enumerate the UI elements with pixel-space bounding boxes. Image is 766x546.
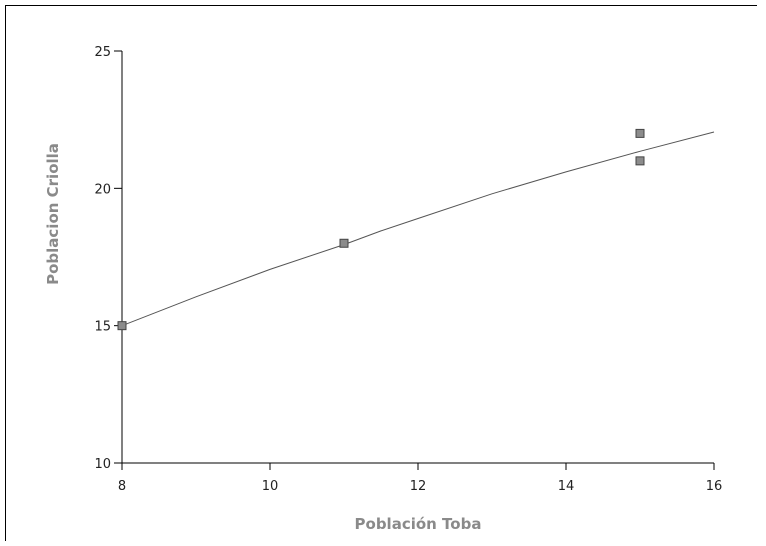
y-tick-label: 15 bbox=[94, 320, 111, 335]
y-tick-label: 10 bbox=[94, 457, 111, 472]
data-point bbox=[635, 128, 645, 138]
chart-frame bbox=[5, 5, 757, 541]
x-axis-title: Población Toba bbox=[355, 515, 482, 533]
y-axis-title: Poblacion Criolla bbox=[44, 143, 62, 285]
x-tick-label: 10 bbox=[262, 479, 279, 494]
data-point bbox=[339, 238, 349, 248]
y-tick-label: 20 bbox=[94, 182, 111, 197]
x-tick-label: 8 bbox=[118, 479, 126, 494]
x-tick-label: 14 bbox=[558, 479, 575, 494]
trend-line-group bbox=[121, 131, 715, 327]
data-point bbox=[117, 321, 127, 331]
x-tick-label: 12 bbox=[410, 479, 427, 494]
data-point bbox=[635, 156, 645, 166]
trend-line bbox=[121, 131, 715, 327]
x-tick-label: 16 bbox=[706, 479, 723, 494]
axes: 10 15 20 25 8 10 12 14 16 bbox=[94, 45, 722, 494]
data-points bbox=[117, 128, 645, 331]
y-tick-label: 25 bbox=[94, 45, 111, 60]
